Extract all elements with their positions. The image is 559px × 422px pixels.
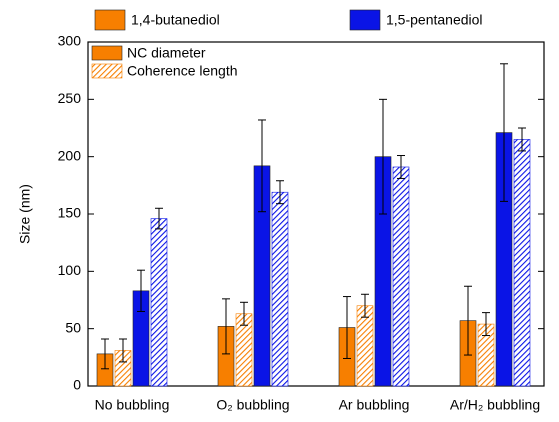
y-tick-label: 0 bbox=[73, 377, 81, 393]
legend-label: 1,5-pentanediol bbox=[386, 12, 483, 28]
y-tick-label: 250 bbox=[58, 90, 82, 106]
legend-swatch bbox=[91, 63, 123, 79]
y-tick-label: 300 bbox=[58, 33, 82, 49]
legend-label: NC diameter bbox=[127, 45, 206, 61]
y-tick-label: 200 bbox=[58, 147, 82, 163]
legend-label: 1,4-butanediol bbox=[131, 12, 220, 28]
x-tick-label: Ar/H₂ bubbling bbox=[450, 397, 540, 413]
y-tick-label: 100 bbox=[58, 262, 82, 278]
bar bbox=[150, 218, 168, 387]
legend-label: Coherence length bbox=[127, 63, 238, 79]
x-tick-label: No bubbling bbox=[95, 397, 170, 413]
bar bbox=[271, 191, 289, 387]
legend-swatch bbox=[349, 9, 381, 31]
legend-swatch bbox=[94, 9, 126, 31]
x-tick-label: O₂ bubbling bbox=[216, 397, 289, 413]
y-tick-label: 150 bbox=[58, 205, 82, 221]
bar bbox=[513, 139, 531, 387]
x-tick-label: Ar bubbling bbox=[339, 397, 410, 413]
bar bbox=[356, 305, 374, 387]
plot-frame bbox=[87, 41, 545, 387]
legend-swatch bbox=[91, 45, 123, 61]
y-tick-label: 50 bbox=[65, 319, 81, 335]
bar bbox=[392, 166, 410, 387]
y-axis-label: Size (nm) bbox=[17, 184, 33, 244]
